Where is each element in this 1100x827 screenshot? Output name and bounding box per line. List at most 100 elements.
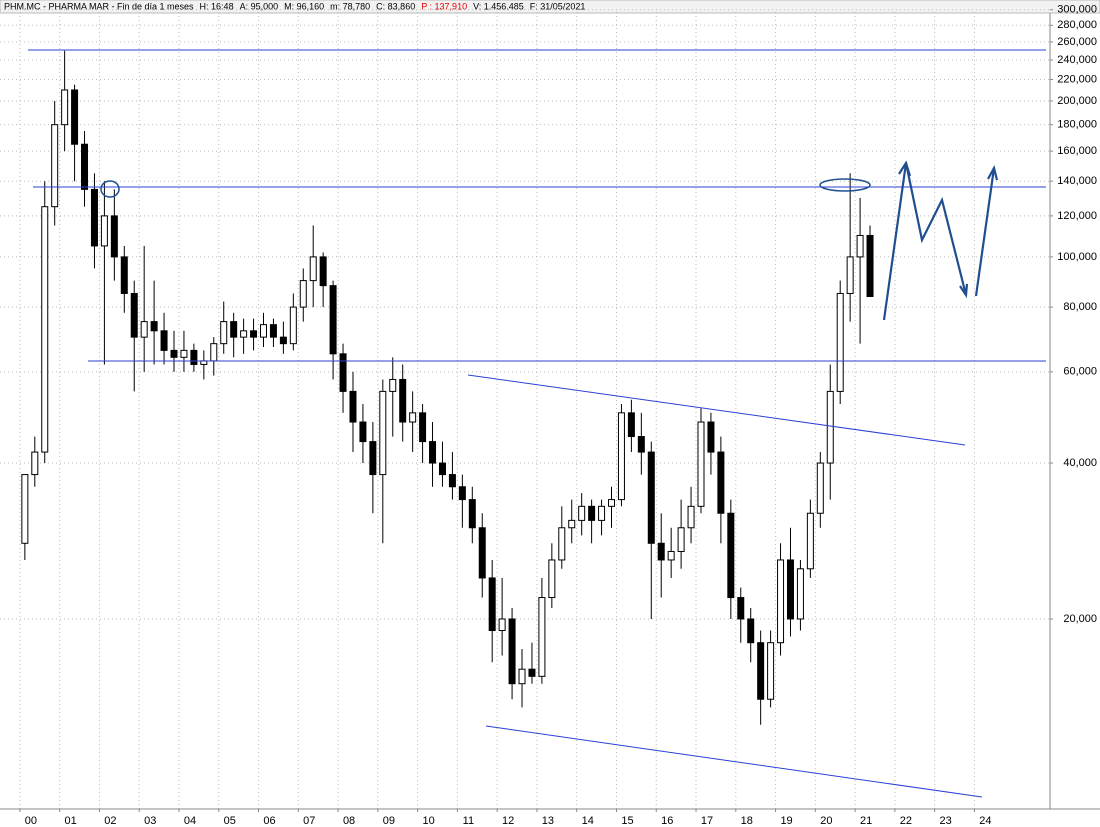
x-tick-label: 13 [542, 815, 554, 827]
candle-body [21, 474, 29, 544]
x-tick-label: 22 [900, 815, 912, 827]
candle-body [786, 559, 794, 620]
candle-body [767, 642, 775, 700]
candle-body [170, 349, 178, 358]
arrow-head [987, 164, 999, 181]
x-tick-label: 09 [383, 815, 395, 827]
header: PHM.MC - PHARMA MAR - Fin de día 1 meses… [4, 1, 585, 11]
x-tick-label: 12 [502, 815, 514, 827]
x-tick-label: 05 [224, 815, 236, 827]
highlight-ellipse [819, 178, 871, 192]
y-tick-label: 140,000 [1057, 175, 1097, 187]
candle-body [240, 330, 248, 338]
header-item: m: 78,780 [330, 1, 370, 11]
candle-body [220, 321, 228, 345]
candle-body [279, 336, 287, 345]
candle-body [458, 486, 466, 501]
projection-arrow [974, 167, 996, 297]
header-item: C: 83,860 [376, 1, 415, 11]
candle-body [826, 390, 834, 464]
candle-body [409, 412, 417, 423]
candle-body [429, 441, 437, 464]
candle-body [269, 324, 277, 338]
x-tick-label: 16 [661, 815, 673, 827]
arrow-head [959, 283, 969, 299]
candle-body [339, 353, 347, 392]
candle-body [588, 505, 596, 521]
candle-body [737, 597, 745, 620]
candle-body [548, 559, 556, 599]
candle-body [528, 668, 536, 677]
header-item: A: 95,000 [240, 1, 279, 11]
candle-body [627, 412, 635, 438]
projection-arrow [882, 162, 968, 321]
candle-body [687, 505, 695, 529]
candle-body [150, 321, 158, 332]
x-tick-label: 04 [184, 815, 196, 827]
header-item: PHM.MC - PHARMA MAR - Fin de día 1 meses [4, 1, 194, 11]
arrow-head [898, 160, 912, 177]
x-tick-label: 07 [303, 815, 315, 827]
header-item: F: 31/05/2021 [530, 1, 586, 11]
candle-body [190, 349, 198, 365]
candle-body [299, 280, 307, 308]
candle-body [399, 378, 407, 423]
candle-body [180, 349, 188, 358]
candle-body [349, 390, 357, 423]
candle-body [289, 306, 297, 345]
candle-body [309, 256, 317, 282]
candle-body [727, 512, 735, 599]
highlight-ellipse [100, 180, 120, 198]
candle-body [140, 321, 148, 338]
candle-body [41, 206, 49, 453]
candle-body [836, 292, 844, 392]
candle-body [806, 512, 814, 570]
candle-body [717, 451, 725, 514]
header-item: V: 1.456.485 [473, 1, 524, 11]
x-tick-label: 11 [463, 815, 474, 827]
candle-body [419, 412, 427, 443]
x-tick-label: 00 [25, 815, 37, 827]
x-tick-label: 17 [701, 815, 713, 827]
candle-body [438, 462, 446, 476]
x-tick-label: 03 [144, 815, 156, 827]
y-tick-label: 220,000 [1057, 73, 1097, 85]
x-tick-label: 15 [621, 815, 633, 827]
header-item: M: 96,160 [284, 1, 324, 11]
candle-body [707, 421, 715, 453]
candle-body [558, 527, 566, 561]
candle-body [846, 256, 854, 294]
candle-body [110, 215, 118, 258]
candle-body [538, 597, 546, 677]
x-tick-label: 18 [741, 815, 753, 827]
candle-body [130, 292, 138, 338]
x-tick-label: 02 [104, 815, 116, 827]
y-tick-label: 100,000 [1057, 251, 1097, 263]
y-tick-label: 40,000 [1063, 457, 1097, 469]
y-tick-label: 60,000 [1063, 366, 1097, 378]
axis-labels: 20,000 40,000 60,000 80,000 100,000 120,000 14… [19, 4, 1097, 827]
y-tick-label: 180,000 [1057, 119, 1097, 131]
candle-body [120, 256, 128, 294]
candle-body [61, 89, 69, 126]
candle-body [637, 436, 645, 453]
candle-body [259, 324, 267, 338]
y-tick-label: 200,000 [1057, 95, 1097, 107]
x-tick-label: 06 [263, 815, 275, 827]
y-tick-label: 80,000 [1063, 301, 1097, 313]
candle-body [757, 642, 765, 700]
annotations [28, 49, 1046, 798]
candle-body [816, 462, 824, 514]
candle-body [498, 618, 506, 632]
candle-body [866, 234, 874, 298]
candle-body [598, 505, 606, 521]
trend-line [485, 725, 983, 798]
x-tick-label: 21 [860, 815, 872, 827]
candle-body [448, 474, 456, 488]
y-tick-label: 20,000 [1063, 613, 1097, 625]
x-tick-label: 20 [820, 815, 832, 827]
candle-body [369, 441, 377, 476]
candle-body [329, 285, 337, 355]
